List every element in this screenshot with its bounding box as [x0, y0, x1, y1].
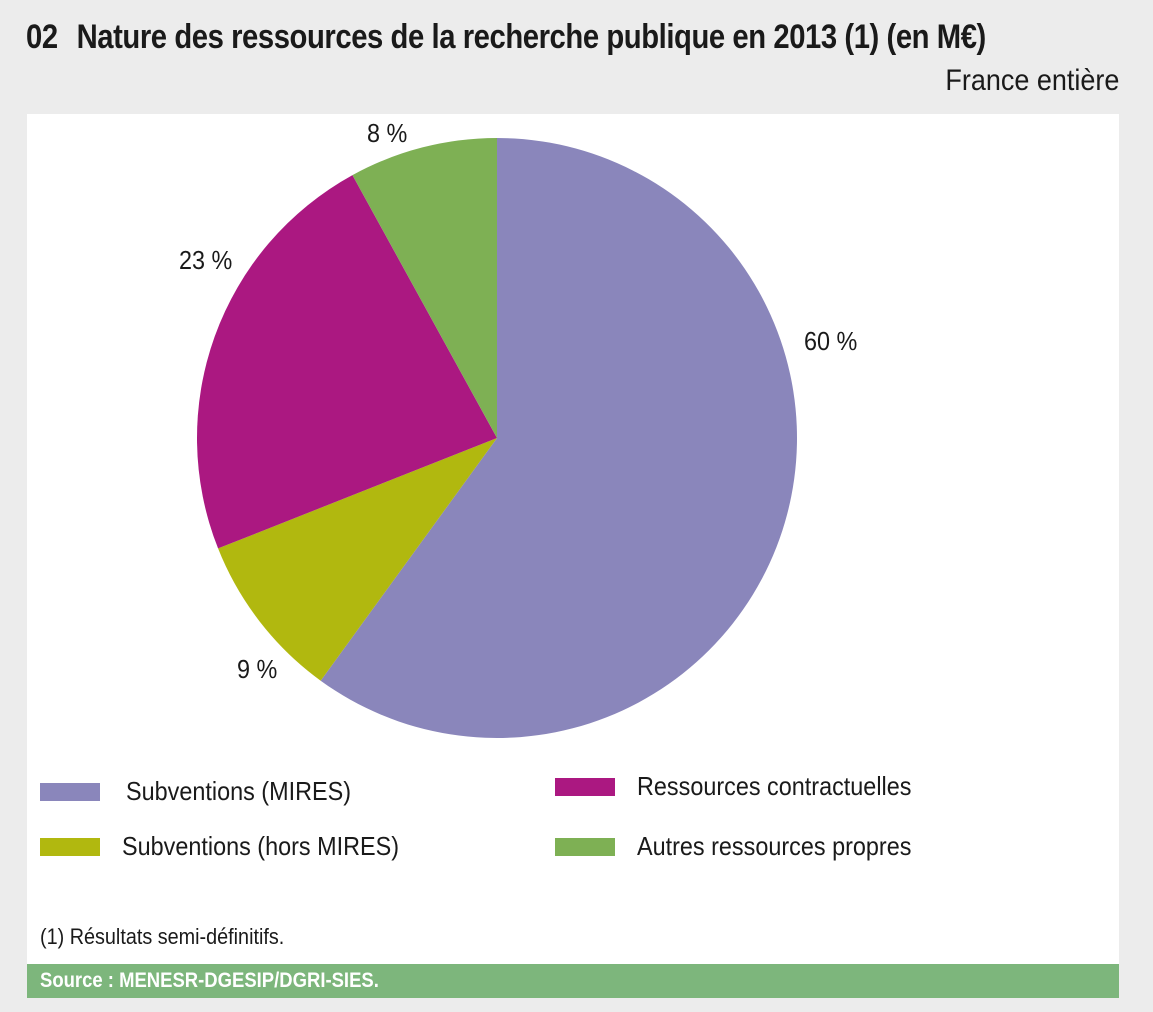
chart-subtitle: France entière [944, 64, 1119, 97]
legend-item-autres-ressources: Autres ressources propres [555, 831, 942, 862]
legend-label: Subventions (hors MIRES) [122, 831, 400, 861]
slice-subventions-mires [320, 138, 798, 738]
legend-label: Subventions (MIRES) [126, 776, 351, 806]
legend-swatch [555, 837, 615, 856]
legend-swatch [40, 837, 100, 856]
chart-panel: 60 % 9 % 23 % 8 % Subventions (MIRES) Re… [27, 114, 1119, 964]
slice-subventions-hors-mires [218, 438, 497, 681]
slice-label-subventions-hors-mires: 9 % [237, 654, 278, 684]
chart-title-text: Nature des ressources de la recherche pu… [76, 18, 987, 56]
chart-number: 02 [26, 18, 58, 56]
slice-label-subventions-mires: 60 % [804, 326, 858, 356]
source-text: Source : MENESR-DGESIP/DGRI-SIES. [40, 969, 379, 992]
legend-label: Autres ressources propres [637, 831, 912, 861]
legend-label: Ressources contractuelles [637, 771, 912, 801]
source-bar: Source : MENESR-DGESIP/DGRI-SIES. [27, 964, 1119, 998]
legend-item-subventions-mires: Subventions (MIRES) [40, 776, 376, 807]
slice-autres-ressources [352, 138, 497, 438]
legend-item-ressources-contractuelles: Ressources contractuelles [555, 771, 942, 802]
chart-title: 02 Nature des ressources de la recherche … [26, 18, 986, 57]
legend-item-subventions-hors-mires: Subventions (hors MIRES) [40, 831, 430, 862]
legend-swatch [40, 782, 100, 801]
slice-ressources-contractuelles [196, 175, 497, 549]
pie-chart [196, 138, 798, 738]
slice-label-autres-ressources: 8 % [367, 118, 408, 148]
slice-label-ressources-contractuelles: 23 % [179, 245, 233, 275]
footnote: (1) Résultats semi-définitifs. [40, 924, 285, 949]
legend-swatch [555, 777, 615, 796]
